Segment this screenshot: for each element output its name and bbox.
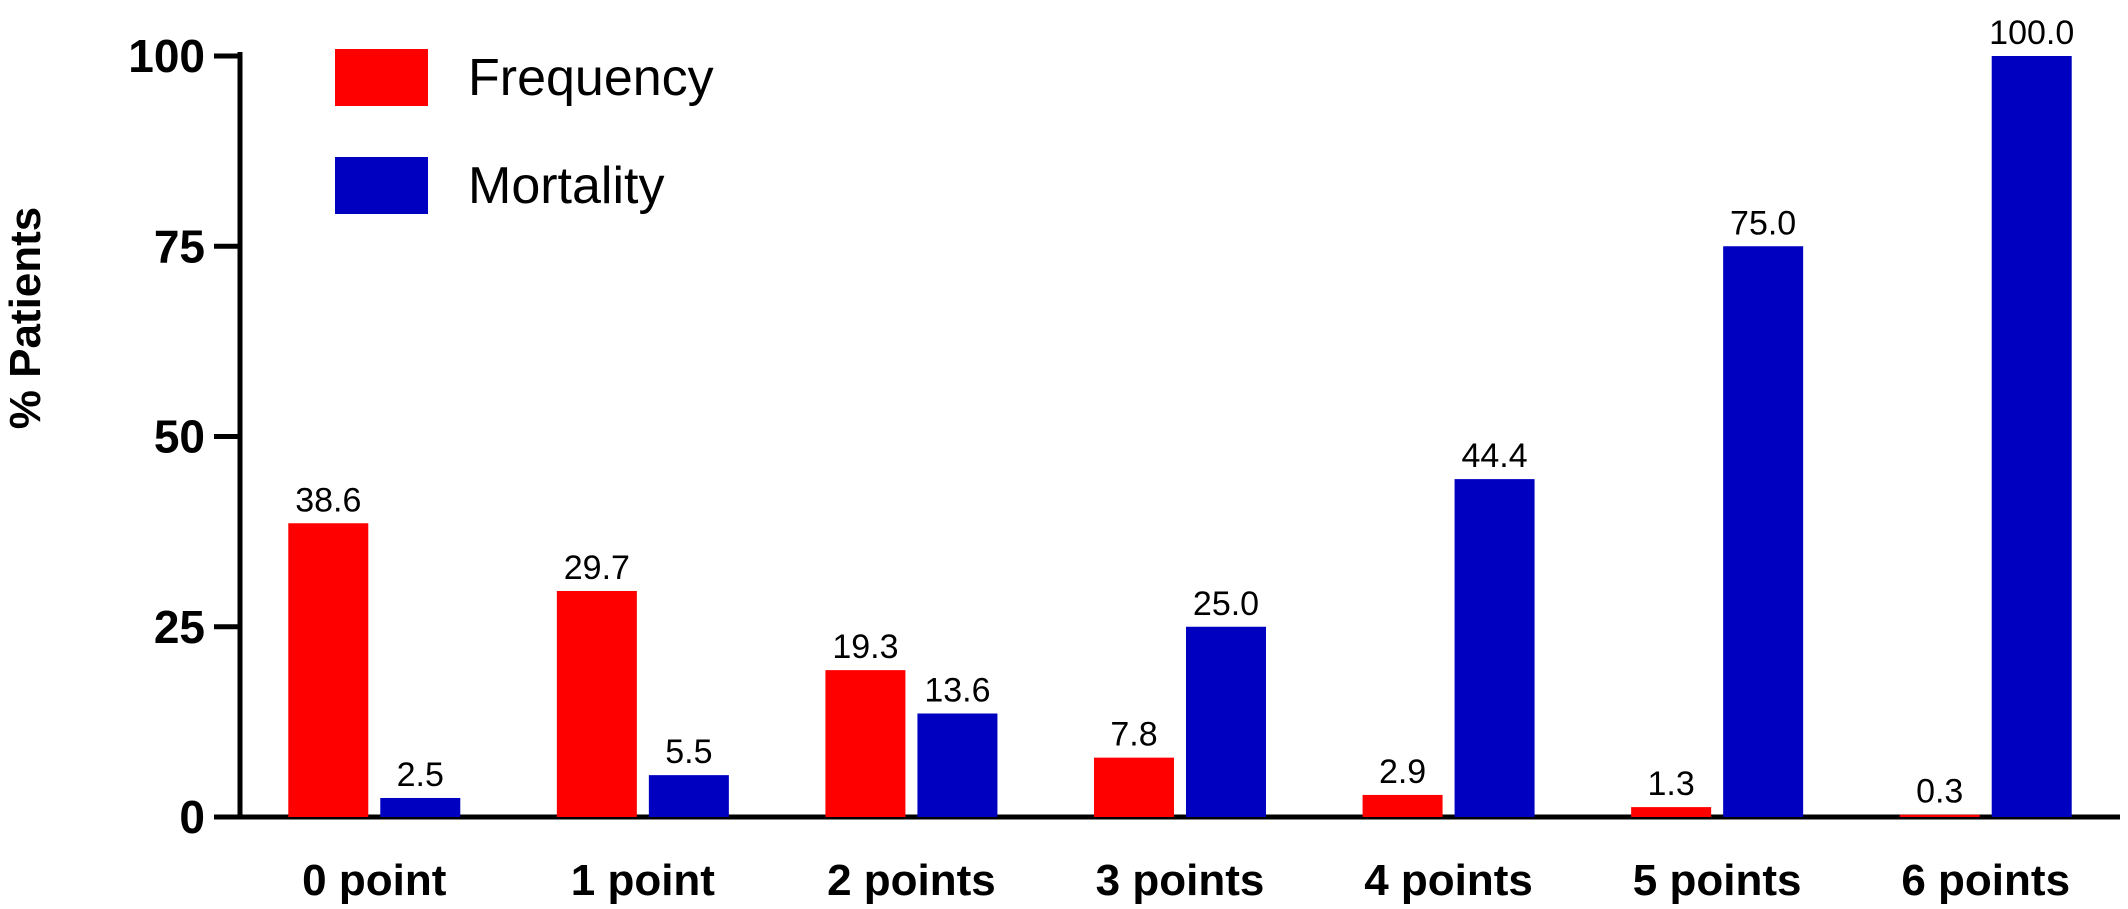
x-tick-label: 0 point (302, 856, 447, 905)
bar-frequency-0 (288, 523, 369, 817)
data-label: 25.0 (1193, 585, 1259, 623)
data-label: 75.0 (1730, 204, 1796, 242)
data-label: 29.7 (564, 549, 630, 587)
bar-frequency-1 (556, 590, 637, 817)
data-label: 5.5 (665, 733, 712, 771)
y-tick-label: 0 (179, 791, 205, 843)
data-label: 19.3 (832, 628, 898, 666)
legend-swatch-frequency (335, 49, 428, 106)
bar-mortality-1 (648, 775, 729, 817)
bar-frequency-3 (1094, 757, 1174, 817)
bar-mortality-4 (1454, 479, 1535, 817)
data-label: 2.9 (1379, 753, 1426, 791)
data-label: 0.3 (1916, 773, 1963, 811)
bars-group (288, 56, 2072, 817)
value-labels-group: 38.6 29.7 19.3 7.8 2.9 1.3 0.3 2.5 5.5 13.6 25.0 44… (295, 14, 2074, 811)
data-label: 2.5 (397, 756, 444, 794)
bar-mortality-6 (1991, 56, 2072, 817)
x-tick-label: 1 point (571, 856, 716, 905)
data-label: 100.0 (1989, 14, 2074, 52)
legend-label: Frequency (468, 49, 714, 107)
x-axis: 0 point 1 point 2 points 3 points 4 points 5 … (238, 814, 2120, 905)
bar-frequency-5 (1631, 807, 1712, 817)
y-axis: 0 25 50 75 100 (128, 30, 243, 843)
data-label: 44.4 (1461, 437, 1527, 475)
data-label: 1.3 (1648, 765, 1695, 803)
x-tick-label: 2 points (827, 856, 996, 905)
legend-label: Mortality (468, 157, 664, 215)
data-label: 38.6 (295, 481, 361, 519)
y-tick-label: 25 (154, 601, 205, 653)
x-tick-label: 4 points (1364, 856, 1533, 905)
y-tick-label: 75 (154, 220, 205, 272)
y-tick-label: 100 (128, 30, 205, 82)
x-tick-label: 6 points (1901, 856, 2070, 905)
data-label: 7.8 (1110, 716, 1157, 754)
x-tick-label: 3 points (1096, 856, 1265, 905)
x-tick-label: 5 points (1633, 856, 1802, 905)
bar-frequency-2 (825, 670, 906, 817)
legend-swatch-mortality (335, 157, 428, 214)
bar-frequency-6 (1899, 814, 1980, 817)
legend: Frequency Mortality (335, 49, 714, 215)
bar-mortality-3 (1186, 626, 1266, 817)
y-axis-title: % Patients (1, 207, 50, 430)
data-label: 13.6 (924, 672, 990, 710)
y-tick-label: 50 (154, 411, 205, 463)
bar-frequency-4 (1362, 794, 1443, 817)
bar-mortality-0 (380, 797, 461, 817)
bar-mortality-2 (917, 713, 998, 817)
bar-mortality-5 (1723, 246, 1804, 817)
